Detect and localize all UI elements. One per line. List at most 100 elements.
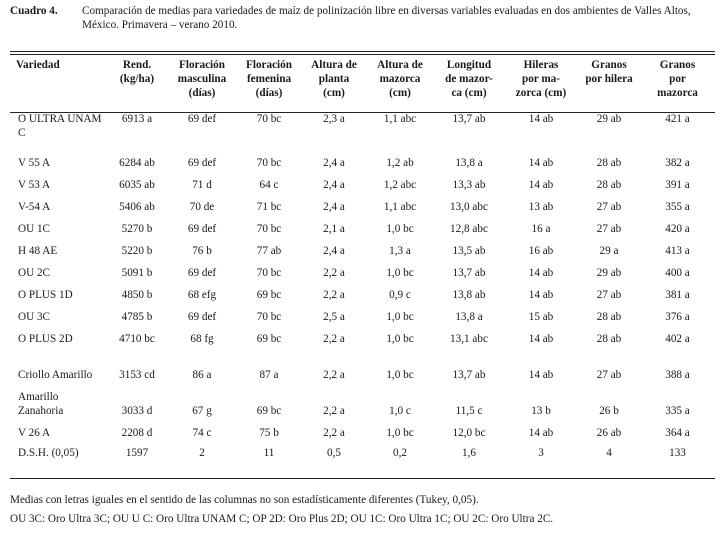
- variety-cell: OU 2C: [18, 267, 51, 279]
- column-header: Hileras por ma-zorca (cm): [504, 58, 578, 110]
- value-cell: 3153 cd: [119, 369, 155, 381]
- value-cell: 4850 b: [121, 289, 153, 301]
- value-cell: 382 a: [665, 157, 690, 169]
- value-cell: 12,8 abc: [450, 223, 488, 235]
- value-cell: 402 a: [665, 333, 690, 345]
- value-cell: 14 ab: [528, 267, 554, 279]
- value-cell: 0,2: [393, 447, 407, 459]
- variety-cell: O PLUS 2D: [18, 333, 73, 345]
- column-header-line: Longitud: [446, 59, 492, 71]
- value-cell: 12,0 bc: [452, 427, 486, 439]
- value-cell: 70 bc: [256, 157, 282, 169]
- variety-cell: O ULTRA UNAM C: [18, 113, 102, 139]
- column-header-line: por ma-: [521, 73, 560, 85]
- value-cell: 2,2 a: [323, 405, 345, 417]
- value-cell: 1,0 bc: [386, 311, 414, 323]
- top-rule: [10, 51, 715, 52]
- value-cell: 1,0 bc: [386, 427, 414, 439]
- value-cell: 5406 ab: [119, 201, 155, 213]
- variety-cell: Amarillo Zanahoria: [18, 391, 64, 417]
- value-cell: 69 def: [187, 311, 217, 323]
- table-row: OU 2C 5091 b 69 def 70 bc 2,2 a 1,0 bc 13,7 ab…: [10, 258, 715, 280]
- value-cell: 0,9 c: [389, 289, 411, 301]
- column-header-line: Floración: [246, 59, 292, 71]
- value-cell: 70 bc: [256, 113, 282, 125]
- table-row: OU 1C 5270 b 69 def 70 bc 2,1 a 1,0 bc 12,8 ab…: [10, 214, 715, 236]
- value-cell: 1,3 a: [389, 245, 411, 257]
- value-cell: 4710 bc: [119, 333, 155, 345]
- bottom-rule: [10, 478, 715, 479]
- value-cell: 1,0 c: [389, 405, 411, 417]
- value-cell: 11: [263, 447, 275, 459]
- value-cell: 381 a: [665, 289, 690, 301]
- value-cell: 76 b: [192, 245, 212, 257]
- column-header-line: Altura de: [311, 59, 357, 71]
- value-cell: 376 a: [665, 311, 690, 323]
- value-cell: 420 a: [665, 223, 690, 235]
- column-header: Granos por hilera: [578, 58, 640, 110]
- value-cell: 1,1 abc: [383, 201, 417, 213]
- column-header-line: masculina: [177, 73, 227, 85]
- value-cell: 68 fg: [190, 333, 214, 345]
- variety-cell: V 55 A: [18, 157, 51, 169]
- column-header-line: Altura de: [377, 59, 423, 71]
- value-cell: 13,1 abc: [450, 333, 488, 345]
- variety-cell: D.S.H. (0,05): [18, 447, 79, 459]
- value-cell: 391 a: [665, 179, 690, 191]
- value-cell: 13 b: [531, 405, 551, 417]
- value-cell: 2,2 a: [323, 267, 345, 279]
- value-cell: 13,8 a: [455, 311, 483, 323]
- value-cell: 2,5 a: [323, 311, 345, 323]
- value-cell: 29 ab: [596, 267, 622, 279]
- value-cell: 11,5 c: [455, 405, 483, 417]
- table-row: O PLUS 2D 4710 bc 68 fg 69 bc 2,2 a 1,0 bc 13,…: [10, 324, 715, 346]
- column-header-line: Rend.: [122, 59, 152, 71]
- value-cell: 5091 b: [121, 267, 153, 279]
- value-cell: 71 d: [192, 179, 212, 191]
- value-cell: 77 ab: [256, 245, 282, 257]
- value-cell: 1,0 bc: [386, 223, 414, 235]
- table-row: O ULTRA UNAM C 6913 a 69 def 70 bc 2,3 a 1,1 …: [10, 110, 715, 148]
- value-cell: 13,0 abc: [450, 201, 488, 213]
- value-cell: 13,7 ab: [452, 369, 486, 381]
- value-cell: 4785 b: [121, 311, 153, 323]
- value-cell: 69 bc: [256, 333, 282, 345]
- value-cell: 5270 b: [121, 223, 153, 235]
- table-row: V 55 A 6284 ab 69 def 70 bc 2,4 a 1,2 ab 13,8 …: [10, 148, 715, 170]
- value-cell: 69 def: [187, 157, 217, 169]
- value-cell: 14 ab: [528, 179, 554, 191]
- value-cell: 6035 ab: [119, 179, 155, 191]
- value-cell: 2,1 a: [323, 223, 345, 235]
- value-cell: 2,4 a: [323, 201, 345, 213]
- value-cell: 13,7 ab: [452, 113, 486, 125]
- value-cell: 26 b: [599, 405, 619, 417]
- column-header-line: por: [669, 73, 686, 85]
- variety-cell: Criollo Amarillo: [18, 369, 93, 381]
- value-cell: 2,2 a: [323, 427, 345, 439]
- value-cell: 355 a: [665, 201, 690, 213]
- value-cell: 4: [606, 447, 612, 459]
- value-cell: 6284 ab: [119, 157, 155, 169]
- value-cell: 2,2 a: [323, 333, 345, 345]
- value-cell: 0,5: [327, 447, 341, 459]
- value-cell: 400 a: [665, 267, 690, 279]
- column-header-line: Floración: [179, 59, 225, 71]
- value-cell: 69 bc: [256, 405, 282, 417]
- table-row: O PLUS 1D 4850 b 68 efg 69 bc 2,2 a 0,9 c 13,8…: [10, 280, 715, 302]
- header-row: Variedad Rend. (kg/ha) Floración masculina (d…: [10, 58, 715, 110]
- value-cell: 13,8 a: [455, 157, 483, 169]
- value-cell: 6913 a: [121, 113, 153, 125]
- column-header-line: (días): [255, 87, 283, 99]
- column-header: Floración femenina (días): [236, 58, 302, 110]
- value-cell: 26 ab: [596, 427, 622, 439]
- value-cell: 14 ab: [528, 113, 554, 125]
- value-cell: 1597: [125, 447, 149, 459]
- column-header-line: mazorca: [379, 73, 421, 85]
- value-cell: 2,4 a: [323, 179, 345, 191]
- footnote-tukey: Medias con letras iguales en el sentido …: [10, 494, 479, 506]
- value-cell: 413 a: [665, 245, 690, 257]
- value-cell: 1,2 ab: [386, 157, 414, 169]
- table-row: V 53 A 6035 ab 71 d 64 c 2,4 a 1,2 abc 13,3 ab…: [10, 170, 715, 192]
- column-header-line: (kg/ha): [119, 73, 155, 85]
- value-cell: 69 def: [187, 223, 217, 235]
